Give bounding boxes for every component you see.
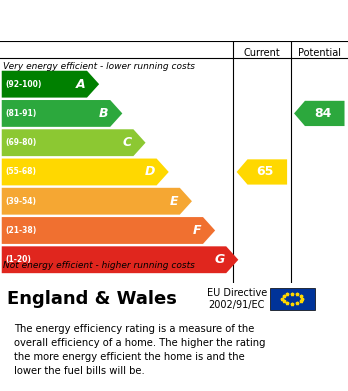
Text: Very energy efficient - lower running costs: Very energy efficient - lower running co… <box>3 62 196 71</box>
Text: (1-20): (1-20) <box>5 255 31 264</box>
Text: D: D <box>144 165 155 178</box>
Text: (92-100): (92-100) <box>5 80 42 89</box>
Polygon shape <box>294 101 345 126</box>
Text: E: E <box>169 195 178 208</box>
Text: Not energy efficient - higher running costs: Not energy efficient - higher running co… <box>3 261 195 270</box>
Text: The energy efficiency rating is a measure of the
overall efficiency of a home. T: The energy efficiency rating is a measur… <box>14 324 266 376</box>
Text: England & Wales: England & Wales <box>7 290 177 308</box>
Text: Potential: Potential <box>298 48 341 58</box>
Polygon shape <box>2 100 122 127</box>
Text: (55-68): (55-68) <box>5 167 36 176</box>
Text: G: G <box>214 253 224 266</box>
Text: (21-38): (21-38) <box>5 226 37 235</box>
Text: C: C <box>122 136 132 149</box>
Polygon shape <box>2 246 238 273</box>
Text: (69-80): (69-80) <box>5 138 37 147</box>
Text: A: A <box>76 78 85 91</box>
Text: 65: 65 <box>257 165 274 178</box>
Polygon shape <box>237 160 287 185</box>
Text: Current: Current <box>244 48 280 58</box>
Polygon shape <box>2 158 169 185</box>
Text: F: F <box>193 224 201 237</box>
Polygon shape <box>2 188 192 215</box>
Polygon shape <box>2 129 145 156</box>
Polygon shape <box>2 217 215 244</box>
FancyBboxPatch shape <box>270 287 315 310</box>
Text: (81-91): (81-91) <box>5 109 37 118</box>
Polygon shape <box>2 71 99 98</box>
Text: EU Directive
2002/91/EC: EU Directive 2002/91/EC <box>206 288 267 310</box>
Text: B: B <box>99 107 109 120</box>
Text: Energy Efficiency Rating: Energy Efficiency Rating <box>50 11 298 30</box>
Text: (39-54): (39-54) <box>5 197 36 206</box>
Text: 84: 84 <box>314 107 331 120</box>
